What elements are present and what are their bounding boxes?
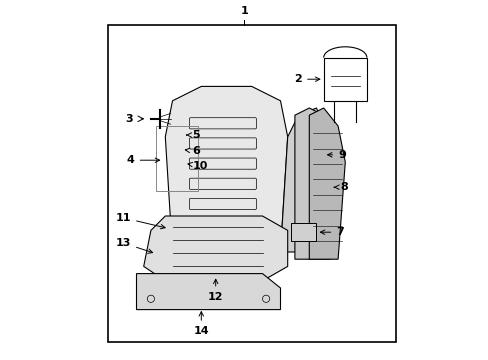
Polygon shape bbox=[143, 216, 287, 281]
Polygon shape bbox=[136, 274, 280, 310]
Text: 10: 10 bbox=[187, 161, 207, 171]
Text: 11: 11 bbox=[115, 213, 165, 229]
Text: 3: 3 bbox=[125, 114, 133, 124]
Text: 8: 8 bbox=[334, 182, 347, 192]
Text: 12: 12 bbox=[207, 279, 223, 302]
Text: 9: 9 bbox=[327, 150, 346, 160]
Polygon shape bbox=[309, 108, 345, 259]
Polygon shape bbox=[294, 108, 330, 259]
Polygon shape bbox=[165, 86, 287, 252]
Text: 4: 4 bbox=[126, 155, 159, 165]
Polygon shape bbox=[280, 108, 323, 252]
Bar bbox=[107, 25, 395, 342]
Text: 5: 5 bbox=[186, 130, 200, 140]
Text: 1: 1 bbox=[240, 6, 248, 16]
Text: 7: 7 bbox=[320, 227, 344, 237]
Text: 14: 14 bbox=[193, 312, 209, 336]
Text: 13: 13 bbox=[116, 238, 152, 253]
Text: 6: 6 bbox=[185, 146, 200, 156]
Bar bbox=[291, 223, 316, 241]
Text: 2: 2 bbox=[294, 74, 319, 84]
Bar bbox=[156, 126, 197, 191]
